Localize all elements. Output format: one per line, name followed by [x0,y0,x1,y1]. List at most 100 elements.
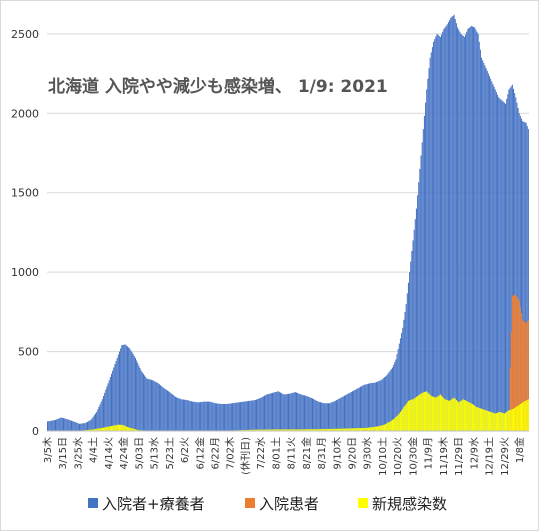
bar [525,322,527,431]
bar [422,392,424,431]
bar [511,295,513,431]
bar [483,409,485,431]
bar [213,402,215,431]
bar [446,24,448,432]
bar [412,399,414,431]
bar [300,429,302,431]
bar [193,401,195,431]
bar [301,429,303,431]
bar [52,420,54,431]
bar [468,402,470,431]
bar [228,403,230,431]
bar [503,102,505,432]
bar [477,407,479,431]
bar [243,401,245,431]
bar [350,428,352,431]
bar [349,392,351,431]
bar [337,399,339,431]
bar [302,395,304,431]
bar [505,412,507,431]
bar [382,424,384,431]
bar [245,429,247,431]
x-tick-label: 4/14火 [103,437,115,469]
bar [65,418,67,431]
bar [105,427,107,431]
bar [315,400,317,431]
bar [96,411,98,431]
bar [473,404,475,431]
bar [478,407,480,431]
bar [137,429,139,431]
bar [414,397,416,431]
bar [331,402,333,431]
bar [155,382,157,431]
bar [125,426,127,431]
bar [385,376,387,431]
bar [357,428,359,431]
bar [484,409,486,431]
bar [357,388,359,431]
bar [117,354,119,431]
bar [70,420,73,431]
bar [396,415,398,431]
bar [492,412,494,431]
bar [238,402,240,431]
bar [397,414,399,431]
bar [146,378,148,431]
bar [195,402,197,431]
bar [218,403,220,431]
y-tick-labels: 0 500 1000 1500 2000 2500 [11,28,39,438]
bar [225,403,227,431]
bar [116,357,118,431]
bar [250,400,252,431]
bar [475,406,477,431]
bar [58,418,60,431]
bar [268,429,270,431]
bar [479,49,481,431]
bar [515,294,517,431]
bar [468,28,470,431]
bar [221,403,223,431]
bar [444,399,446,431]
bar [285,429,287,431]
bar [462,399,464,431]
bar [254,400,256,431]
bar [259,429,261,431]
bar [326,403,328,431]
bar [124,344,126,431]
bar [294,392,296,431]
bar [310,397,312,431]
bar [459,31,461,432]
bar [481,408,483,431]
x-tick-label: 1/8金 [513,437,526,463]
bar [419,394,421,431]
bar [123,425,125,431]
bar [523,121,525,432]
x-tick-label: 11/19木 [438,437,450,476]
bar [404,311,406,431]
bar [427,78,429,431]
bar [113,367,115,431]
bar [280,392,282,431]
bar [362,427,364,431]
bar [268,393,270,431]
bar [102,396,104,431]
bar [366,427,368,431]
bar [171,393,173,431]
bar [404,405,406,431]
bar [372,382,374,431]
bar [484,65,486,431]
bar [106,426,108,431]
bar [163,388,165,431]
bar [61,417,63,431]
bar [447,22,449,432]
bar [78,423,81,431]
bar [84,423,86,431]
bar [244,401,246,431]
bar [380,425,382,431]
bar [443,398,445,431]
bar [250,429,252,431]
bar [201,401,203,431]
bar [414,219,416,431]
